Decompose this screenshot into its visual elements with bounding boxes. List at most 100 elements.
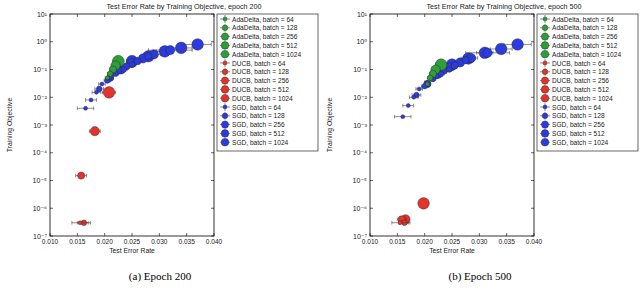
legend-label: AdaDelta, batch = 256 <box>232 33 298 40</box>
legend-label: DUCB, batch = 512 <box>552 86 609 93</box>
point <box>406 104 410 108</box>
y-tick <box>50 14 53 15</box>
legend-label: SGD, batch = 1024 <box>232 139 289 146</box>
point <box>89 98 93 102</box>
error-bar-cap <box>394 115 395 119</box>
point <box>175 42 187 54</box>
error-bar <box>86 98 97 102</box>
point <box>166 46 175 55</box>
y-tick <box>370 125 373 126</box>
error-bar-cap <box>211 43 212 47</box>
plot-data <box>392 39 531 226</box>
error-bar-cap <box>512 47 513 51</box>
x-tick <box>50 233 51 236</box>
error-bar <box>416 87 423 91</box>
y-tick <box>531 41 534 42</box>
error-bar-cap <box>71 221 72 225</box>
error-bar-cap <box>409 95 410 99</box>
legend-marker <box>541 33 548 40</box>
x-tick-label: 0.035 <box>179 238 196 245</box>
legend-marker <box>221 50 229 58</box>
error-bar <box>395 115 411 119</box>
y-tick <box>50 180 53 181</box>
error-bar-cap <box>89 129 90 133</box>
x-tick <box>452 233 453 236</box>
caption: (a) Epoch 200 <box>129 270 192 283</box>
legend-marker <box>541 138 549 146</box>
legend-box <box>217 14 318 151</box>
x-tick <box>132 14 133 17</box>
y-tick <box>211 14 214 15</box>
legend-label: SGD, batch = 1024 <box>552 139 609 146</box>
point <box>462 56 469 63</box>
error-bar-cap <box>102 91 103 95</box>
error-bar <box>392 221 408 225</box>
legend-marker <box>221 94 229 102</box>
error-bar <box>409 95 418 99</box>
x-tick <box>534 14 535 17</box>
x-tick <box>214 14 215 17</box>
legend-marker <box>223 61 227 65</box>
y-tick <box>211 152 214 153</box>
y-axis-label: Training Objective <box>326 98 334 153</box>
error-bar-cap <box>153 54 154 58</box>
x-tick <box>424 14 425 17</box>
x-tick-label: 0.020 <box>97 238 114 245</box>
error-bar-cap <box>418 95 419 99</box>
error-bar-cap <box>115 91 116 95</box>
error-bar-cap <box>92 91 93 95</box>
point <box>483 48 492 57</box>
legend-marker <box>542 69 548 75</box>
legend-marker <box>221 42 229 50</box>
error-bar-cap <box>477 56 478 60</box>
x-tick-label: 0.030 <box>151 238 168 245</box>
point <box>427 75 433 81</box>
y-tick <box>211 69 214 70</box>
error-bar <box>107 72 112 76</box>
y-tick <box>370 41 373 42</box>
y-tick-label: 10⁻⁵ <box>33 177 47 184</box>
chart-title: Test Error Rate by Training Objective, e… <box>106 2 261 11</box>
error-bar <box>121 68 128 72</box>
error-bar <box>72 221 88 225</box>
error-bar <box>445 68 453 72</box>
point <box>84 106 88 110</box>
legend-marker <box>221 33 228 40</box>
legend-marker <box>221 130 229 138</box>
legend-marker <box>543 105 547 109</box>
y-tick <box>370 208 373 209</box>
legend-marker <box>541 121 548 128</box>
legend-label: DUCB, batch = 64 <box>232 60 286 67</box>
x-tick <box>104 233 105 236</box>
y-tick <box>211 236 214 237</box>
y-tick <box>370 97 373 98</box>
error-bar-cap <box>531 43 532 47</box>
error-bar-cap <box>90 221 91 225</box>
error-bar-cap <box>141 59 142 63</box>
x-tick <box>186 14 187 17</box>
caption: (b) Epoch 500 <box>449 270 512 283</box>
y-tick <box>531 208 534 209</box>
y-tick <box>50 97 53 98</box>
y-tick-label: 10⁻² <box>353 94 367 101</box>
error-bar <box>403 104 414 108</box>
figure: Test Error Rate by Training Objective, e… <box>0 0 640 290</box>
error-bar-cap <box>85 98 86 102</box>
point <box>129 62 135 68</box>
y-tick <box>211 208 214 209</box>
legend-marker <box>541 77 548 84</box>
error-bar-cap <box>408 221 409 225</box>
x-tick <box>424 233 425 236</box>
error-bar-cap <box>135 63 136 67</box>
error-bar-cap <box>402 104 403 108</box>
point <box>417 87 421 91</box>
x-tick-label: 0.025 <box>124 238 141 245</box>
legend-marker <box>541 86 549 94</box>
legend-label: AdaDelta, batch = 64 <box>552 16 614 23</box>
x-tick-label: 0.030 <box>471 238 488 245</box>
error-bar-cap <box>94 87 95 91</box>
point <box>192 39 204 51</box>
y-tick-label: 10⁰ <box>356 38 367 45</box>
error-bar-cap <box>77 106 78 110</box>
x-tick <box>397 233 398 236</box>
